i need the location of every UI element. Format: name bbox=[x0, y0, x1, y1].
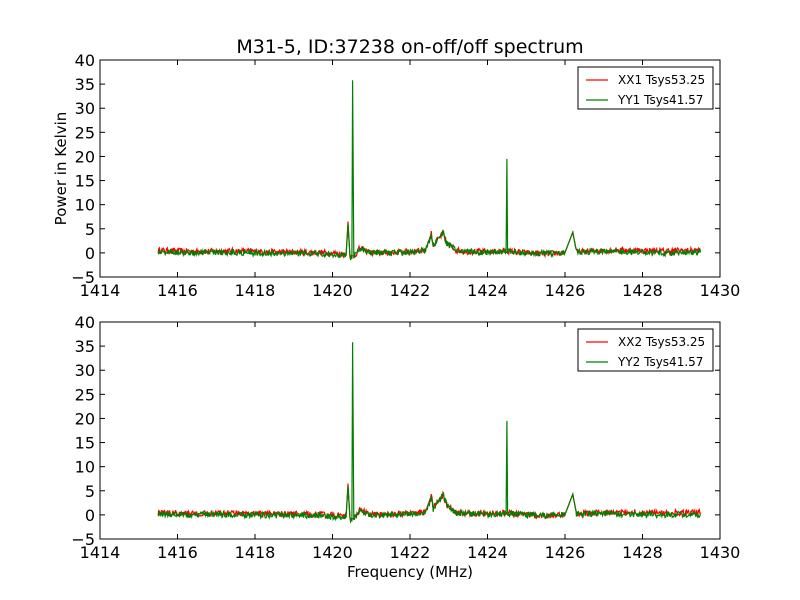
series-lines bbox=[157, 342, 702, 524]
x-tick-label: 1426 bbox=[545, 543, 586, 562]
y-tick-label: 40 bbox=[75, 313, 95, 332]
y-tick-label: 35 bbox=[75, 337, 95, 356]
y-tick-label: 40 bbox=[75, 51, 95, 70]
y-tick-label: −5 bbox=[71, 530, 95, 549]
y-tick-label: 0 bbox=[85, 244, 95, 263]
x-tick-label: 1420 bbox=[312, 281, 353, 300]
series-line-2 bbox=[157, 80, 702, 261]
y-tick-label: 10 bbox=[75, 196, 95, 215]
x-tick-label: 1422 bbox=[390, 543, 431, 562]
x-tick-label: 1424 bbox=[467, 543, 508, 562]
x-tick-label: 1428 bbox=[622, 281, 663, 300]
legend-label: YY2 Tsys41.57 bbox=[617, 355, 703, 369]
x-tick-label: 1420 bbox=[312, 543, 353, 562]
x-tick-label: 1424 bbox=[467, 281, 508, 300]
x-tick-label: 1430 bbox=[700, 543, 741, 562]
y-tick-label: 0 bbox=[85, 506, 95, 525]
y-tick-label: 35 bbox=[75, 75, 95, 94]
x-tick-label: 1418 bbox=[235, 543, 276, 562]
legend-box bbox=[577, 66, 714, 110]
y-tick-label: 30 bbox=[75, 361, 95, 380]
y-tick-label: 25 bbox=[75, 123, 95, 142]
y-tick-label: 20 bbox=[75, 147, 95, 166]
y-tick-label: −5 bbox=[71, 268, 95, 287]
y-tick-label: 15 bbox=[75, 172, 95, 191]
y-tick-label: 10 bbox=[75, 458, 95, 477]
y-tick-label: 30 bbox=[75, 99, 95, 118]
x-tick-label: 1430 bbox=[700, 281, 741, 300]
series-line-2 bbox=[157, 342, 702, 524]
y-tick-label: 5 bbox=[85, 220, 95, 239]
x-tick-label: 1414 bbox=[80, 281, 121, 300]
legend: XX2 Tsys53.25 YY2 Tsys41.57 bbox=[577, 328, 714, 372]
y-tick-label: 25 bbox=[75, 385, 95, 404]
y-axis-label: Power in Kelvin bbox=[52, 112, 70, 226]
x-tick-label: 1416 bbox=[157, 543, 198, 562]
legend-label: YY1 Tsys41.57 bbox=[617, 93, 703, 107]
x-tick-label: 1416 bbox=[157, 281, 198, 300]
y-tick-label: 5 bbox=[85, 482, 95, 501]
x-axis-label: Frequency (MHz) bbox=[347, 563, 473, 581]
bottom-subplot: 1414 1416 1418 1420 1422 1424 1426 1428 1430 −5 0 5… bbox=[71, 313, 740, 581]
x-tick-label: 1418 bbox=[235, 281, 276, 300]
x-tick-label: 1414 bbox=[80, 543, 121, 562]
series-lines bbox=[157, 80, 702, 261]
chart-title: M31-5, ID:37238 on-off/off spectrum bbox=[236, 36, 583, 58]
legend-box bbox=[577, 328, 714, 372]
x-tick-label: 1428 bbox=[622, 543, 663, 562]
top-subplot: 1414 1416 1418 1420 1422 1424 1426 1428 1430 −5 0 5… bbox=[52, 51, 740, 300]
legend-label: XX2 Tsys53.25 bbox=[618, 335, 705, 349]
legend: XX1 Tsys53.25 YY1 Tsys41.57 bbox=[577, 66, 714, 110]
x-tick-label: 1426 bbox=[545, 281, 586, 300]
y-tick-label: 15 bbox=[75, 434, 95, 453]
x-tick-label: 1422 bbox=[390, 281, 431, 300]
y-tick-label: 20 bbox=[75, 409, 95, 428]
legend-label: XX1 Tsys53.25 bbox=[618, 73, 705, 87]
